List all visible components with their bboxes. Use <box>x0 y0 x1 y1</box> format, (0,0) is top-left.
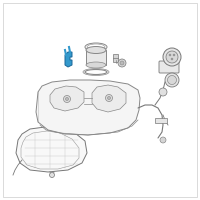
Circle shape <box>64 96 70 102</box>
Bar <box>113 54 118 62</box>
FancyBboxPatch shape <box>159 61 179 73</box>
Circle shape <box>160 137 166 143</box>
Circle shape <box>120 61 124 65</box>
Circle shape <box>66 98 68 100</box>
Circle shape <box>106 95 112 102</box>
Circle shape <box>173 54 175 56</box>
Polygon shape <box>36 80 140 135</box>
Circle shape <box>50 172 54 178</box>
Circle shape <box>159 88 167 96</box>
Bar <box>86 50 106 65</box>
Polygon shape <box>65 52 72 67</box>
Polygon shape <box>50 86 84 111</box>
Bar <box>155 118 167 123</box>
Polygon shape <box>16 127 87 172</box>
Circle shape <box>108 97 110 99</box>
Circle shape <box>169 54 171 56</box>
Ellipse shape <box>86 62 106 68</box>
Ellipse shape <box>86 46 106 53</box>
Circle shape <box>171 58 173 60</box>
Circle shape <box>168 75 177 84</box>
Circle shape <box>165 73 179 87</box>
Circle shape <box>118 59 126 67</box>
Circle shape <box>166 51 178 63</box>
Polygon shape <box>92 85 126 112</box>
Circle shape <box>163 48 181 66</box>
